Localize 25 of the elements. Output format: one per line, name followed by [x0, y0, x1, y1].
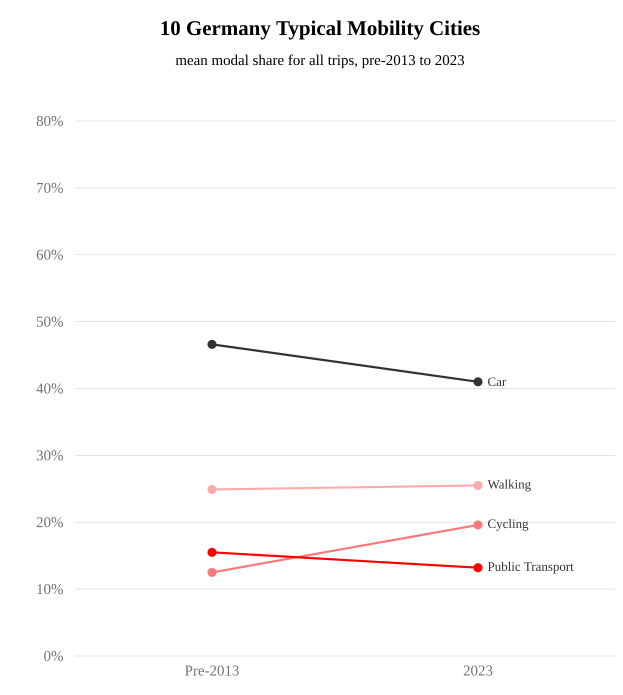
series-label: Walking	[488, 480, 531, 492]
y-tick-label: 40%	[36, 383, 63, 394]
y-tick-label: 30%	[36, 450, 63, 460]
y-tick-label: 80%	[36, 116, 63, 126]
series-label: Car	[488, 377, 506, 386]
y-tick-label: 70%	[37, 182, 63, 193]
point	[473, 480, 483, 490]
x-tick-label: 2023	[464, 666, 492, 676]
x-tick-label: Pre-2013	[185, 666, 239, 676]
chart-title: 10 Germany Typical Mobility Cities	[161, 20, 480, 40]
series-label: Public Transport	[488, 562, 574, 574]
point	[207, 340, 217, 349]
y-tick-label: 60%	[36, 250, 63, 260]
point	[207, 568, 217, 577]
point	[473, 563, 483, 572]
y-tick-label: 50%	[36, 316, 63, 327]
y-tick-label: 20%	[36, 517, 63, 528]
series-label: Cycling	[488, 519, 528, 531]
point	[207, 548, 217, 557]
point	[207, 484, 217, 494]
y-tick-label: 0%	[44, 650, 63, 662]
chart-subtitle: mean modal share for all trips, pre-2013 to 2023	[176, 54, 464, 68]
y-tick-label: 10%	[37, 584, 63, 594]
point	[473, 377, 483, 386]
point	[473, 520, 483, 530]
